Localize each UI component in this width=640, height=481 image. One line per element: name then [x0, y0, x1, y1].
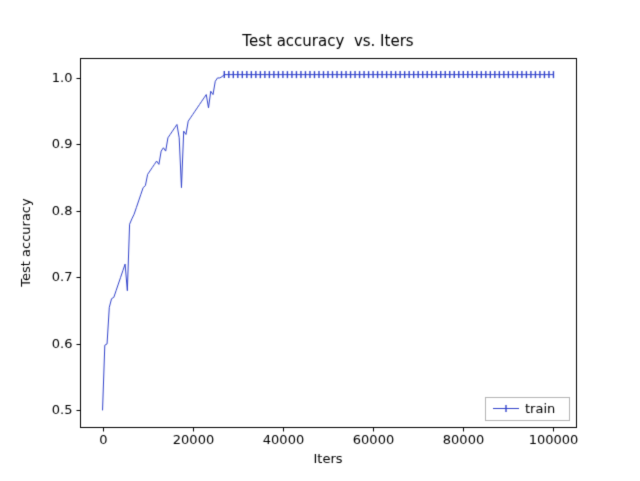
figure: Test accuracy vs. Iters	[0, 0, 640, 480]
accuracy-chart	[0, 0, 640, 480]
